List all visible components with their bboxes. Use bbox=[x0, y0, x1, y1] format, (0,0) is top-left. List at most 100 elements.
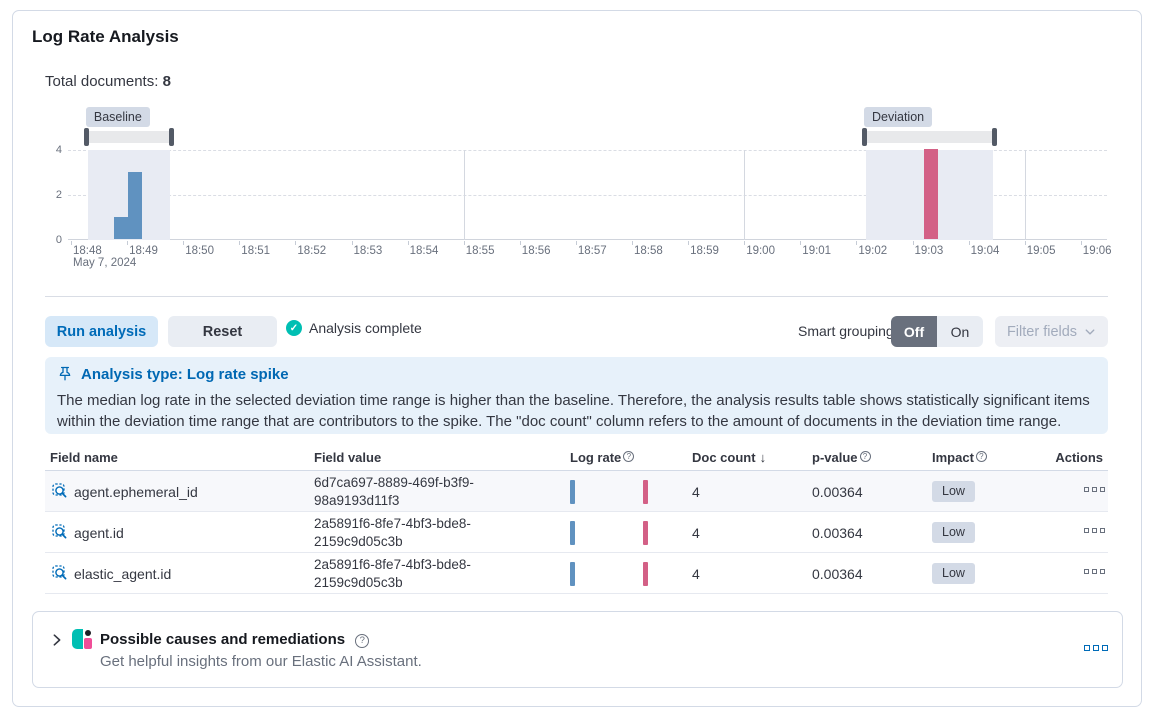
x-axis-tick bbox=[407, 241, 409, 245]
p-value: 0.00364 bbox=[812, 484, 863, 500]
filter-fields-button[interactable]: Filter fields bbox=[995, 316, 1108, 347]
log-rate-baseline-bar bbox=[570, 480, 575, 504]
total-documents: Total documents: 8 bbox=[45, 73, 171, 90]
doc-count-value: 4 bbox=[692, 566, 700, 582]
col-header-p-value[interactable]: p-value? bbox=[812, 450, 871, 465]
x-axis-label: 19:03 bbox=[914, 245, 944, 257]
x-axis-label: 18:49 bbox=[129, 245, 158, 257]
y-gridline bbox=[68, 195, 1107, 196]
filter-for-value-icon[interactable] bbox=[52, 524, 68, 540]
x-axis-label: 19:00 bbox=[746, 245, 775, 257]
filter-for-value-icon[interactable] bbox=[52, 565, 68, 581]
y-axis-label: 2 bbox=[55, 189, 62, 201]
y-gridline bbox=[68, 150, 1107, 151]
impact-badge: Low bbox=[932, 563, 975, 584]
reset-button[interactable]: Reset bbox=[168, 316, 277, 347]
doc-count-chart bbox=[68, 149, 1107, 240]
table-row: agent.id 2a5891f6-8fe7-4bf3-bde8-2159c9d0… bbox=[45, 512, 1108, 553]
ai-logo-teal-shape bbox=[72, 629, 83, 649]
deviation-brush-handle-right[interactable] bbox=[991, 128, 997, 146]
deviation-brush-handle-left[interactable] bbox=[862, 128, 867, 146]
x-axis-label: 18:54 bbox=[409, 245, 439, 257]
row-actions-icon[interactable] bbox=[1084, 569, 1105, 574]
analysis-status-label: Analysis complete bbox=[309, 320, 422, 336]
x-axis-tick bbox=[968, 241, 970, 245]
smart-grouping-off-button[interactable]: Off bbox=[891, 316, 937, 347]
y-axis-label: 4 bbox=[55, 144, 62, 156]
x-axis-tick bbox=[744, 241, 746, 245]
field-value: 6d7ca697-8889-469f-b3f9-98a9193d11f3 bbox=[314, 475, 474, 508]
analysis-type-title: Analysis type: Log rate spike bbox=[81, 366, 289, 383]
check-icon: ✓ bbox=[286, 320, 302, 336]
ai-logo-pink-shape bbox=[84, 638, 92, 649]
x-axis-label: 18:51 bbox=[241, 245, 271, 257]
x-axis-tick bbox=[183, 241, 185, 245]
smart-grouping-toggle: Off On bbox=[891, 316, 983, 347]
chevron-down-icon bbox=[1085, 328, 1095, 335]
chart-bar-deviation bbox=[924, 149, 939, 239]
x-axis-tick bbox=[1080, 241, 1082, 245]
field-value: 2a5891f6-8fe7-4bf3-bde8-2159c9d05c3b bbox=[314, 516, 471, 549]
question-icon[interactable]: ? bbox=[975, 451, 987, 462]
question-icon[interactable]: ? bbox=[623, 451, 635, 462]
possible-causes-title: Possible causes and remediations ? bbox=[100, 631, 370, 648]
x-axis-label: 18:59 bbox=[690, 245, 719, 257]
x-axis-date-label: May 7, 2024 bbox=[73, 257, 137, 269]
x-axis-label: 19:06 bbox=[1082, 245, 1112, 257]
x-axis-tick bbox=[575, 241, 577, 245]
baseline-brush-handle-right[interactable] bbox=[168, 128, 174, 146]
filter-for-value-icon[interactable] bbox=[52, 483, 68, 499]
x-axis-tick bbox=[239, 241, 241, 245]
chart-bar-baseline bbox=[114, 216, 128, 239]
chevron-right-icon[interactable] bbox=[50, 633, 64, 647]
analysis-type-callout bbox=[45, 357, 1108, 434]
x-axis-label: 18:58 bbox=[634, 245, 663, 257]
row-actions-icon[interactable] bbox=[1084, 487, 1105, 492]
row-actions-icon[interactable] bbox=[1084, 528, 1105, 533]
possible-causes-panel bbox=[32, 611, 1123, 688]
panel-actions-icon[interactable] bbox=[1084, 645, 1108, 651]
question-icon[interactable]: ? bbox=[859, 451, 871, 462]
y-axis-label: 0 bbox=[55, 234, 62, 246]
x-axis-label: 19:01 bbox=[802, 245, 832, 257]
smart-grouping-label: Smart grouping bbox=[798, 323, 894, 339]
page-title: Log Rate Analysis bbox=[32, 27, 179, 46]
x-axis-tick bbox=[688, 241, 690, 245]
log-rate-baseline-bar bbox=[570, 521, 575, 545]
analysis-type-description: The median log rate in the selected devi… bbox=[57, 392, 1090, 430]
x-axis-tick bbox=[912, 241, 914, 245]
x-gridline bbox=[1024, 150, 1026, 240]
run-analysis-button[interactable]: Run analysis bbox=[45, 316, 158, 347]
smart-grouping-on-button[interactable]: On bbox=[937, 316, 983, 347]
table-row: agent.ephemeral_id 6d7ca697-8889-469f-b3f… bbox=[45, 471, 1108, 512]
baseline-brush-handle-left[interactable] bbox=[83, 128, 89, 146]
section-divider bbox=[45, 296, 1108, 297]
baseline-brush[interactable] bbox=[85, 131, 172, 143]
log-rate-deviation-bar bbox=[643, 562, 648, 586]
field-name: elastic_agent.id bbox=[74, 566, 172, 582]
impact-badge: Low bbox=[932, 522, 975, 543]
col-header-field-name: Field name bbox=[50, 450, 118, 465]
total-documents-label: Total documents: bbox=[45, 73, 159, 90]
impact-badge: Low bbox=[932, 481, 975, 502]
x-axis-label: 18:56 bbox=[521, 245, 551, 257]
x-axis-label: 18:53 bbox=[353, 245, 383, 257]
col-header-actions: Actions bbox=[1055, 450, 1103, 465]
filter-fields-label: Filter fields bbox=[1006, 323, 1078, 340]
doc-count-value: 4 bbox=[692, 484, 700, 500]
question-icon[interactable]: ? bbox=[355, 634, 370, 648]
x-axis-tick bbox=[856, 241, 858, 245]
baseline-badge: Baseline bbox=[85, 107, 150, 127]
col-header-doc-count[interactable]: Doc count ↓ bbox=[692, 450, 767, 465]
p-value: 0.00364 bbox=[812, 566, 863, 582]
x-axis-label: 18:55 bbox=[465, 245, 495, 257]
total-documents-value: 8 bbox=[162, 73, 171, 90]
col-header-impact[interactable]: Impact? bbox=[932, 450, 987, 465]
x-axis-tick bbox=[800, 241, 802, 245]
x-axis-label: 19:05 bbox=[1026, 245, 1056, 257]
x-axis-label: 19:04 bbox=[970, 245, 1000, 257]
col-header-log-rate[interactable]: Log rate? bbox=[570, 450, 635, 465]
deviation-brush[interactable] bbox=[864, 131, 995, 143]
ai-logo-dark-dot bbox=[85, 630, 91, 636]
